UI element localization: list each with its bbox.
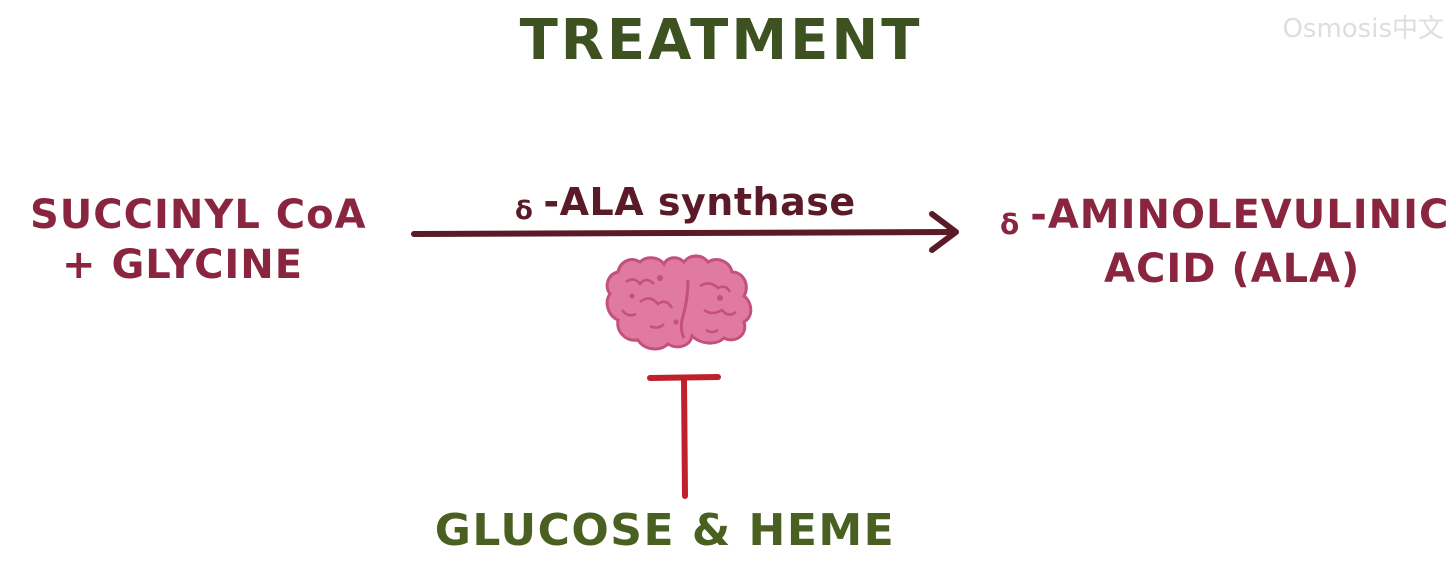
inhibitor-label: GLUCOSE & HEME [434, 505, 896, 556]
product-label: δ -AMINOLEVULINIC ACID (ALA) [1000, 190, 1449, 294]
product-line-2: ACID (ALA) [1104, 246, 1361, 292]
substrate-label: SUCCINYL CoA + GLYCINE [30, 190, 367, 290]
watermark-logo: Osmosis中文 [1282, 14, 1444, 44]
reaction-arrow [411, 211, 959, 253]
enzyme-name: -ALA synthase [543, 180, 856, 224]
inhibition-bar-icon [647, 374, 721, 499]
substrate-line-2: + GLYCINE [62, 242, 304, 288]
substrate-line-1: SUCCINYL CoA [30, 192, 367, 238]
enzyme-label: δ -ALA synthase [515, 180, 856, 226]
page-title: TREATMENT [519, 8, 923, 73]
product-line-1: -AMINOLEVULINIC [1030, 192, 1450, 238]
arrow-head [929, 211, 959, 253]
arrow-shaft [411, 229, 958, 237]
delta-symbol: δ [515, 196, 534, 226]
enzyme-protein-icon [605, 254, 753, 351]
delta-symbol: δ [1000, 208, 1021, 241]
